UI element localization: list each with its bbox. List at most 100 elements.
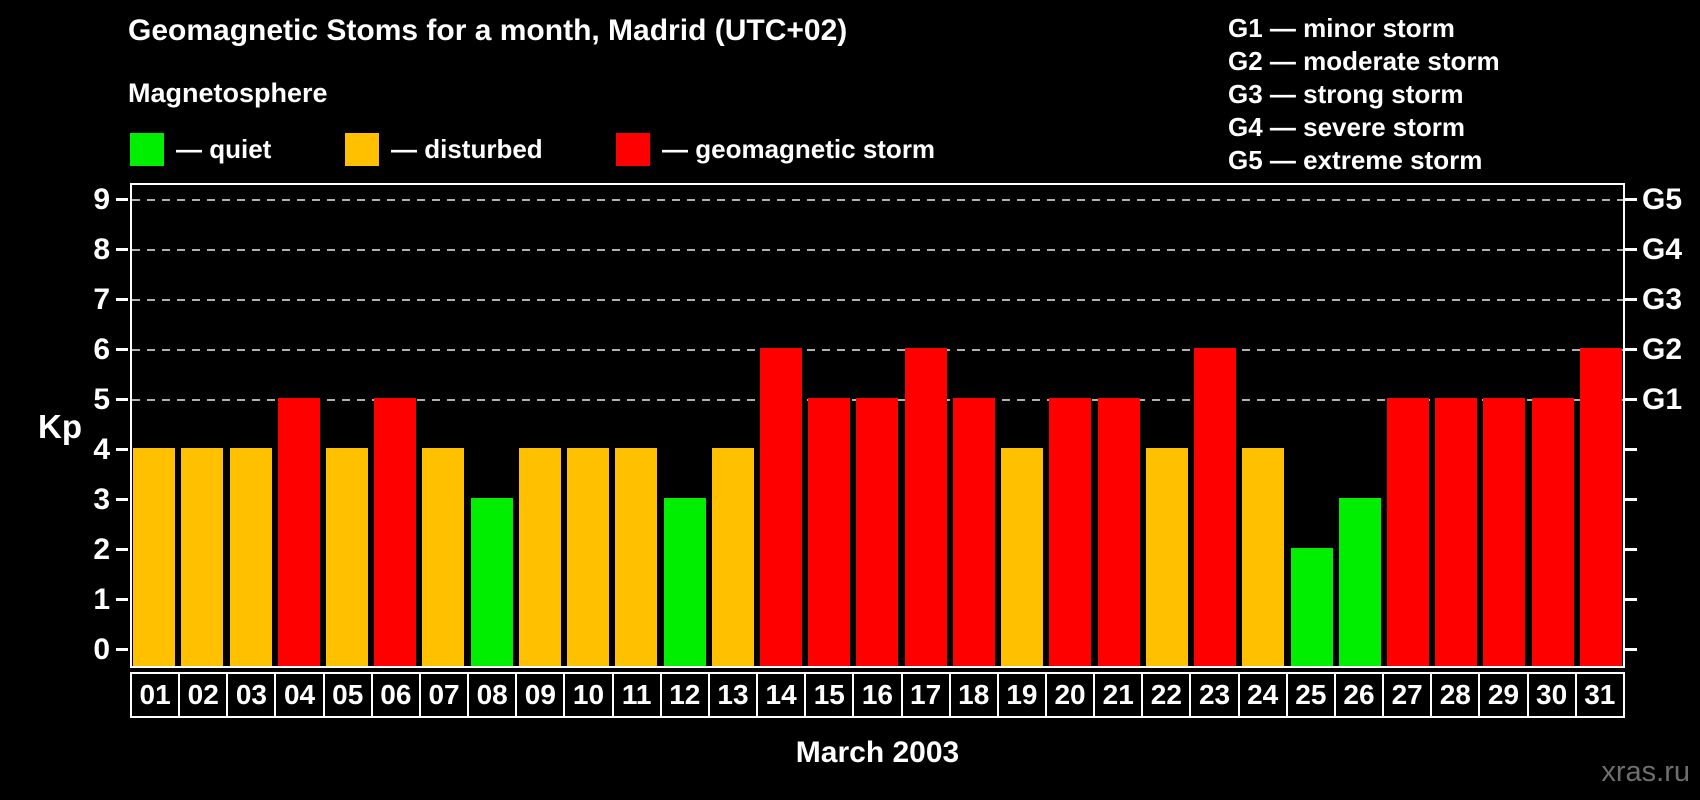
g-scale-legend-line: G3 — strong storm [1228, 79, 1464, 109]
y-tick-label-6: 6 [93, 333, 110, 366]
day-label-28: 28 [1430, 672, 1481, 718]
y-tick-left-7 [116, 298, 128, 301]
y-tick-right-6 [1625, 348, 1637, 351]
y-tick-label-1: 1 [93, 583, 110, 616]
bar-day-06 [374, 398, 417, 666]
bar-day-11 [615, 448, 658, 666]
right-axis-label-G2: G2 [1642, 333, 1683, 366]
bar-day-08 [470, 498, 513, 666]
right-axis-label-G3: G3 [1642, 283, 1683, 316]
bar-day-25 [1290, 548, 1333, 666]
day-label-14: 14 [756, 672, 807, 718]
day-label-24: 24 [1237, 672, 1288, 718]
y-tick-left-1 [116, 598, 128, 601]
quiet-color-swatch [130, 132, 164, 166]
legend-item-quiet: — quiet [130, 132, 271, 166]
bar-day-14 [760, 348, 803, 666]
legend-item-label: — geomagnetic storm [662, 133, 936, 164]
day-label-01: 01 [130, 672, 181, 718]
day-label-11: 11 [611, 672, 662, 718]
bar-day-07 [422, 448, 465, 666]
storm-color-swatch [616, 132, 650, 166]
y-tick-label-4: 4 [93, 433, 110, 466]
day-label-22: 22 [1141, 672, 1192, 718]
day-label-18: 18 [948, 672, 999, 718]
legend-item-label: — quiet [176, 133, 272, 164]
bar-day-01 [133, 448, 176, 666]
day-label-15: 15 [804, 672, 855, 718]
y-tick-right-4 [1625, 448, 1637, 451]
y-tick-right-7 [1625, 298, 1637, 301]
legend-item-storm: — geomagnetic storm [616, 132, 935, 166]
y-tick-label-7: 7 [93, 283, 110, 316]
y-tick-label-9: 9 [93, 183, 110, 216]
y-tick-right-0 [1625, 648, 1637, 651]
y-tick-right-2 [1625, 548, 1637, 551]
day-label-02: 02 [178, 672, 229, 718]
y-axis-title: Kp [38, 408, 82, 445]
y-tick-label-8: 8 [93, 233, 110, 266]
day-label-20: 20 [1044, 672, 1096, 718]
bar-day-21 [1097, 398, 1140, 666]
bar-day-28 [1435, 398, 1478, 666]
day-label-27: 27 [1382, 672, 1433, 718]
g-scale-legend: G1 — minor storm G2 — moderate storm G3 … [1228, 12, 1500, 177]
gridline-kp-9 [132, 199, 1623, 201]
g-scale-legend-line: G4 — severe storm [1228, 112, 1466, 142]
day-label-03: 03 [226, 672, 277, 718]
plot-area [130, 183, 1625, 668]
day-label-19: 19 [996, 672, 1047, 718]
bar-day-16 [856, 398, 899, 666]
y-tick-right-1 [1625, 598, 1637, 601]
day-label-13: 13 [707, 672, 759, 718]
bar-day-18 [952, 398, 995, 666]
day-label-30: 30 [1526, 672, 1577, 718]
y-tick-left-8 [116, 248, 128, 251]
bar-day-17 [904, 348, 947, 666]
day-label-07: 07 [418, 672, 470, 718]
x-axis-title: March 2003 [795, 736, 960, 769]
bar-day-05 [326, 448, 368, 666]
day-label-09: 09 [515, 672, 566, 718]
y-tick-label-3: 3 [93, 483, 110, 516]
disturbed-color-swatch [345, 132, 379, 166]
bar-day-13 [711, 448, 754, 666]
x-axis-day-labels: 01 02 03 04 05 06 07 08 09 10 11 12 13 14 15 16 17 18 19 20… [130, 672, 1625, 718]
bar-day-30 [1531, 398, 1574, 666]
day-label-16: 16 [852, 672, 903, 718]
bar-day-02 [181, 448, 224, 666]
bar-day-20 [1049, 398, 1092, 666]
day-label-12: 12 [659, 672, 710, 718]
day-label-04: 04 [274, 672, 325, 718]
y-tick-left-5 [116, 398, 128, 401]
y-tick-left-9 [116, 198, 128, 201]
bar-day-26 [1338, 498, 1381, 666]
day-label-31: 31 [1574, 672, 1625, 718]
bar-day-22 [1145, 448, 1188, 666]
y-tick-label-5: 5 [93, 383, 110, 416]
bar-day-31 [1579, 348, 1622, 666]
gridline-kp-7 [132, 299, 1623, 301]
day-label-21: 21 [1093, 672, 1144, 718]
day-label-05: 05 [322, 672, 373, 718]
g-scale-legend-line: G5 — extreme storm [1228, 145, 1483, 175]
day-label-25: 25 [1285, 672, 1336, 718]
bar-day-24 [1242, 448, 1285, 666]
day-label-08: 08 [467, 672, 518, 718]
gridline-kp-6 [132, 349, 1623, 351]
bar-day-15 [808, 398, 851, 666]
day-label-10: 10 [563, 672, 614, 718]
day-label-17: 17 [900, 672, 951, 718]
chart-title: Geomagnetic Stoms for a month, Madrid (U… [128, 14, 848, 47]
legend-title: Magnetosphere [128, 78, 328, 108]
legend-item-label: — disturbed [391, 133, 543, 164]
y-tick-right-9 [1625, 198, 1637, 201]
y-tick-left-4 [116, 448, 128, 451]
y-tick-label-2: 2 [93, 533, 110, 566]
y-tick-right-3 [1625, 498, 1637, 501]
bar-day-27 [1386, 398, 1429, 666]
gridline-kp-8 [132, 249, 1623, 251]
bar-day-12 [663, 498, 706, 666]
bar-day-23 [1194, 348, 1237, 666]
